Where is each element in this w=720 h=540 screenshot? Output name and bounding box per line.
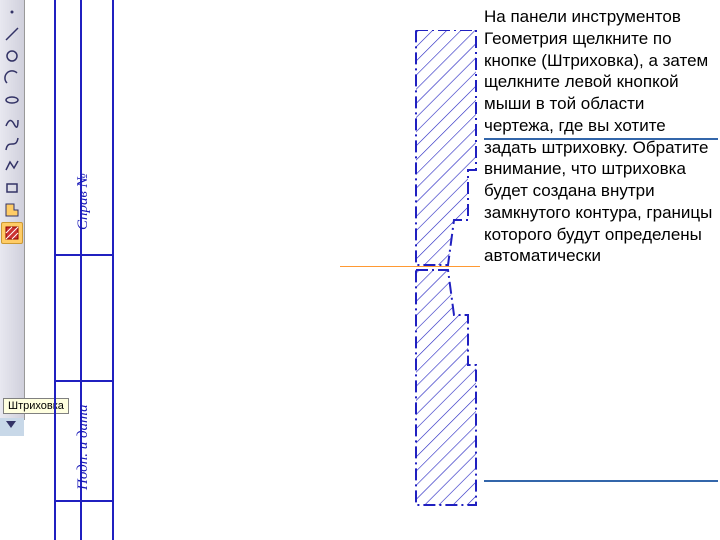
instruction-underline <box>484 480 718 482</box>
drawing-area: Справ № Подп. и дата На панели инструмен… <box>24 0 720 540</box>
bezier-icon[interactable] <box>2 134 22 154</box>
instruction-text: На панели инструментов Геометрия щелкнит… <box>484 0 718 267</box>
spline-icon[interactable] <box>2 112 22 132</box>
frame-line <box>54 500 114 502</box>
frame-line <box>54 0 56 540</box>
rectangle-icon[interactable] <box>2 178 22 198</box>
instruction-underline <box>484 138 718 140</box>
polyline-icon[interactable] <box>2 156 22 176</box>
point-icon[interactable] <box>2 2 22 22</box>
geometry-toolbar <box>0 0 25 420</box>
line-icon[interactable] <box>2 24 22 44</box>
hatch-icon[interactable] <box>1 222 23 244</box>
titleblock-label-bottom: Подп. и дата <box>75 404 92 490</box>
circle-icon[interactable] <box>2 46 22 66</box>
ellipse-icon[interactable] <box>2 90 22 110</box>
titleblock-label-top: Справ № <box>75 173 92 230</box>
polygon-icon[interactable] <box>2 200 22 220</box>
frame-line <box>112 0 114 540</box>
toolbar-expand-icon[interactable] <box>0 418 24 436</box>
frame-line <box>54 254 114 256</box>
frame-line <box>54 380 114 382</box>
arc-icon[interactable] <box>2 68 22 88</box>
hatched-part <box>376 30 496 510</box>
